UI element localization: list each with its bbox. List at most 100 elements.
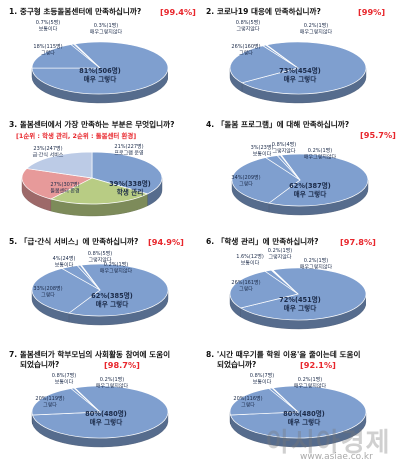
slice-label-3-line-2: 보통이다 <box>253 151 272 158</box>
slice-label-3-line-1: 0.8%(7명) <box>250 372 274 379</box>
pie-slice-4 <box>271 387 299 413</box>
panel-8-question-line-1: '시간 때우기를 학원 이용'을 줄이는데 도움이 <box>216 350 361 359</box>
pie-labels: 72%(451명)매우 그렇다 26%(161명)그렇다 1.6%(12명)보통이다… <box>231 247 332 313</box>
slice-label-1-line-2: 매우 그렇다 <box>288 418 322 427</box>
slice-label-2-line-1: 20%(116명) <box>233 395 262 402</box>
slice-label-4-line-2: 매우그렇지않다 <box>90 29 123 36</box>
slice-label-1-line-1: 73%(454명) <box>279 66 321 75</box>
slice-label-4-line-2: 그렇지않다 <box>268 254 291 261</box>
panel-8-title: 8. '시간 때우기를 학원 이용'을 줄이는데 도움이 되었습니까? <box>206 350 360 370</box>
slice-label-1-line-1: 62%(385명) <box>91 291 133 300</box>
slice-label-2-line-2: 그렇다 <box>239 286 253 293</box>
slice-label-3-line-2: 급·간식 서비스 <box>33 152 64 159</box>
panel-1-number: 1. <box>9 7 18 16</box>
slice-label-1-line-1: 72%(451명) <box>279 295 321 304</box>
slice-label-3-line-2: 보통이다 <box>55 262 74 269</box>
slice-label-3-line-2: 보통이다 <box>39 26 58 33</box>
slice-label-3-line-2: 그렇지않다 <box>236 26 259 33</box>
slice-label-1-line-2: 매우 그렇다 <box>294 190 328 199</box>
panel-7-question-line-1: 돌봄센터가 학부모님의 사회활동 참여에 도움이 <box>19 350 171 359</box>
slice-label-5-line-2: 매우그렇지않다 <box>300 264 333 271</box>
pie-top <box>231 153 369 207</box>
panel-4-number: 4. <box>206 120 215 129</box>
panel-4-title: 4. 「돌봄 프로그램」에 대해 만족하십니까? <box>206 120 349 130</box>
slice-label-4-line-1: 0.2%(1명) <box>304 22 328 29</box>
panel-3-number: 3. <box>9 120 18 129</box>
pie-labels: 81%(506명)매우 그렇다 18%(115명)그렇다 0.7%(5명)보통이다 0… <box>33 19 122 84</box>
pie-slice-1 <box>91 151 163 195</box>
pie-top <box>31 385 169 439</box>
slice-label-5-line-1: 0.2%(1명) <box>304 257 328 264</box>
pie-slice-2 <box>229 388 299 416</box>
pie-slice-5 <box>271 269 299 295</box>
slice-label-5-line-2: 매우그렇지않다 <box>304 154 337 161</box>
panel-3-title: 3. 돌봄센터에서 가장 만족하는 부분은 무엇입니까? <box>9 120 175 130</box>
pie-slice-2 <box>31 44 101 69</box>
panel-5-question: 「급·간식 서비스」에 만족하십니까? <box>19 237 139 246</box>
watermark-logo: 아시아경제 <box>266 428 391 458</box>
slice-label-1-line-2: 학생 관리 <box>117 188 144 197</box>
slice-label-1-line-1: 39%(338명) <box>109 179 151 188</box>
slice-label-3-line-1: 0.8%(7명) <box>52 372 76 379</box>
slice-label-2-line-2: 그렇다 <box>43 402 57 409</box>
pie-slice-5 <box>79 264 101 291</box>
slice-label-4-line-1: 0.2%(1명) <box>298 376 322 383</box>
slice-label-2-line-1: 27%(307명) <box>50 181 79 188</box>
slice-label-2-line-2: 그렇다 <box>41 292 55 299</box>
panel-2-highlight: [99%] <box>358 7 386 17</box>
panel-5-title: 5. 「급·간식 서비스」에 만족하십니까? <box>9 237 138 247</box>
slice-label-4-line-1: 0.3%(1명) <box>94 22 118 29</box>
slice-label-2-line-2: 그렇다 <box>241 402 255 409</box>
pie-slice-2 <box>49 177 149 205</box>
panel-7-number: 7. <box>9 350 18 359</box>
slice-label-4-line-2: 프로그램 운영 <box>114 150 143 157</box>
slice-label-3-line-1: 0.8%(5명) <box>236 19 260 26</box>
panel-1-highlight: [99.4%] <box>160 7 196 17</box>
slice-label-2-line-1: 26%(161명) <box>231 279 260 286</box>
slice-label-4-line-1: 21%(227명) <box>114 143 143 150</box>
panel-2-number: 2. <box>206 7 215 16</box>
pie-slice-5 <box>279 154 301 181</box>
panel-6-question: 「학생 관리」에 만족하십니까? <box>216 237 319 246</box>
pie-slice-4 <box>265 44 299 69</box>
pie-slice-3 <box>21 168 94 200</box>
slice-label-5-line-1: 0.2%(1명) <box>308 147 332 154</box>
pie-labels: 62%(385명)매우 그렇다 33%(208명)그렇다 4%(24명)보통이다 0.… <box>33 250 132 309</box>
pie-slice-4 <box>72 43 101 69</box>
slice-label-1-line-2: 매우 그렇다 <box>284 304 318 313</box>
panel-2-title: 2. 코로나19 대응에 만족하십니까? <box>206 7 321 17</box>
slice-label-4-line-1: 0.2%(1명) <box>268 247 292 254</box>
slice-label-4-line-2: 매우그렇지않다 <box>96 383 129 390</box>
panel-6-number: 6. <box>206 237 215 246</box>
panel-5-number: 5. <box>9 237 18 246</box>
slice-label-4-line-2: 그렇지않다 <box>88 257 111 264</box>
slice-label-4-line-2: 매우그렇지않다 <box>294 383 327 390</box>
slice-label-1-line-1: 80%(480명) <box>85 409 127 418</box>
pie-slice-2 <box>229 270 299 309</box>
slice-label-2-line-2: 그렇다 <box>41 50 55 57</box>
slice-label-3-line-1: 3%(23명) <box>251 144 274 151</box>
slice-label-1-line-2: 매우 그렇다 <box>84 75 118 84</box>
pie-slice-1 <box>68 263 169 317</box>
panel-8-highlight: [92.1%] <box>300 360 336 370</box>
panel-4-question: 「돌봄 프로그램」에 대해 만족하십니까? <box>216 120 350 129</box>
slice-label-2-line-1: 34%(209명) <box>231 174 260 181</box>
slice-label-1-line-1: 62%(387명) <box>289 181 331 190</box>
slice-label-3-line-2: 보통이다 <box>55 379 74 386</box>
pie-slice-1 <box>239 267 367 321</box>
slice-label-3-line-1: 23%(247명) <box>33 145 62 152</box>
pie-top <box>229 41 367 95</box>
pie-slice-2 <box>31 388 101 416</box>
panel-7-highlight: [98.7%] <box>104 360 140 370</box>
slice-label-4-line-1: 0.8%(4명) <box>272 141 296 148</box>
panel-4-highlight: [95.7%] <box>360 130 396 140</box>
slice-label-2-line-1: 18%(115명) <box>33 43 62 50</box>
slice-label-4-line-2: 매우그렇지않다 <box>300 29 333 36</box>
pie-slice-4 <box>26 151 93 179</box>
pie-labels: 62%(387명)매우 그렇다34%(209명)그렇다3%(23명)보통이다0.… <box>231 141 336 199</box>
panel-6-title: 6. 「학생 관리」에 만족하십니까? <box>206 237 319 247</box>
